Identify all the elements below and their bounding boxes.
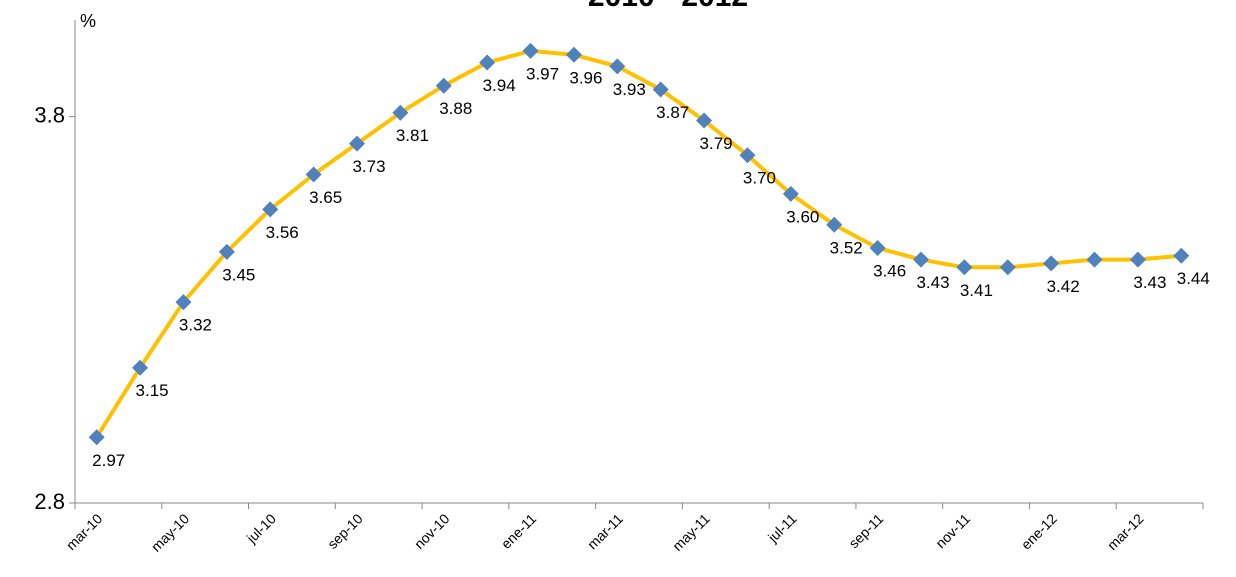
data-label: 2.97: [92, 451, 125, 470]
marker: [479, 54, 496, 71]
data-label: 3.41: [960, 281, 993, 300]
data-label: 3.96: [569, 68, 602, 87]
marker: [435, 77, 452, 94]
data-label: 3.56: [266, 223, 299, 242]
data-label: 3.43: [1133, 273, 1166, 292]
x-tick-label: sep-11: [845, 510, 886, 551]
marker: [522, 42, 539, 59]
marker: [349, 135, 365, 152]
x-tick-label: may-11: [669, 510, 713, 554]
marker: [869, 239, 886, 256]
marker: [305, 166, 322, 183]
data-label: 3.65: [309, 188, 342, 207]
marker: [999, 259, 1016, 276]
series-line: [94, 48, 1182, 439]
data-label: 3.42: [1047, 277, 1080, 296]
chart-title: 2010 - 2012: [588, 0, 748, 13]
data-label: 3.32: [179, 316, 212, 335]
x-tick-label: sep-10: [324, 510, 366, 552]
marker: [956, 259, 973, 276]
marker: [609, 58, 626, 75]
data-label: 3.94: [483, 76, 516, 95]
marker: [1173, 247, 1190, 264]
x-tick-label: nov-10: [411, 510, 453, 552]
x-tick-label: nov-11: [932, 510, 973, 551]
data-label: 3.87: [656, 103, 689, 122]
marker: [88, 429, 105, 446]
data-label: 3.70: [743, 169, 776, 188]
data-label: 3.88: [439, 99, 472, 118]
x-tick-label: mar-11: [584, 510, 626, 552]
marker: [392, 104, 409, 121]
marker: [262, 201, 279, 218]
data-label: 3.46: [873, 261, 906, 280]
y-axis-label: %: [80, 11, 96, 31]
marker: [1043, 255, 1060, 272]
data-label: 3.45: [222, 265, 255, 284]
x-tick-label: ene-12: [1018, 510, 1060, 552]
data-label: 3.97: [526, 64, 559, 83]
marker: [826, 216, 843, 233]
y-tick-label: 2.8: [34, 489, 65, 514]
x-tick-label: jul-10: [243, 510, 279, 546]
marker: [696, 112, 713, 129]
marker: [218, 243, 235, 260]
marker: [1129, 251, 1146, 268]
marker: [565, 46, 582, 63]
marker: [652, 81, 669, 98]
data-label: 3.60: [786, 207, 819, 226]
data-label: 3.52: [830, 238, 863, 257]
data-label: 3.81: [396, 126, 429, 145]
marker: [132, 359, 149, 376]
x-tick-label: mar-10: [63, 510, 106, 553]
data-label: 3.79: [700, 134, 733, 153]
data-label: 3.93: [613, 80, 646, 99]
data-label: 3.73: [352, 157, 385, 176]
data-label: 3.44: [1177, 269, 1210, 288]
y-tick-label: 3.8: [34, 102, 65, 127]
x-tick-label: ene-11: [498, 510, 540, 552]
marker: [782, 185, 799, 202]
marker: [1086, 251, 1103, 268]
marker: [739, 147, 756, 164]
data-label: 3.15: [136, 381, 169, 400]
x-tick-label: jul-11: [764, 510, 800, 546]
x-tick-label: mar-12: [1104, 510, 1147, 553]
marker: [913, 251, 929, 268]
x-tick-label: may-10: [148, 510, 192, 554]
data-label: 3.43: [916, 273, 949, 292]
marker: [175, 294, 192, 311]
